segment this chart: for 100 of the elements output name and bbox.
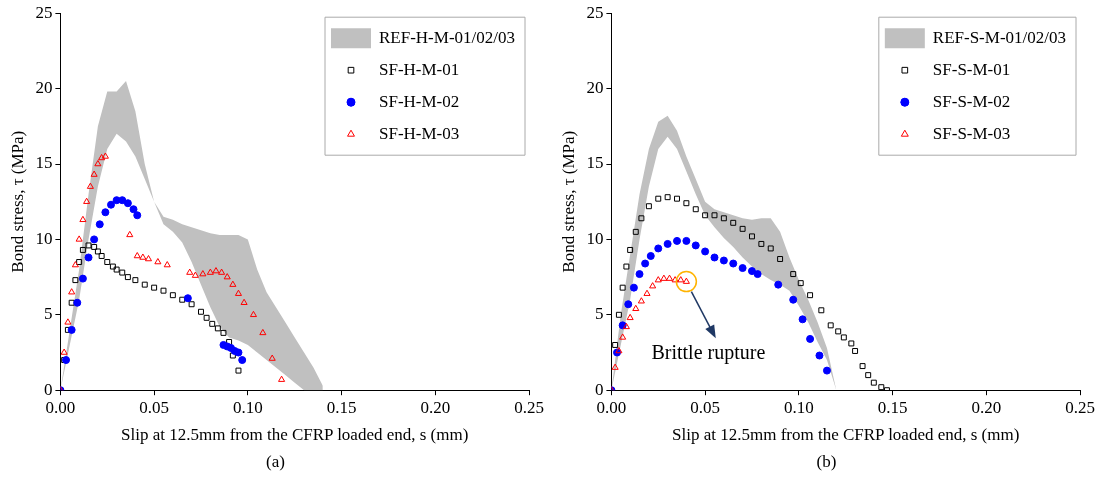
point	[638, 215, 645, 222]
point	[646, 251, 655, 260]
point	[739, 225, 746, 232]
point	[94, 160, 102, 167]
point	[133, 251, 141, 259]
point	[729, 259, 738, 268]
x-tick-label: 0.25	[514, 397, 544, 417]
point	[627, 246, 634, 253]
point	[641, 259, 650, 268]
point	[747, 267, 756, 276]
point	[129, 205, 138, 214]
point	[818, 307, 825, 314]
point	[160, 287, 167, 294]
legend-label: SF-S-M-02	[932, 91, 1011, 111]
point	[188, 301, 195, 308]
point	[663, 239, 672, 248]
point	[835, 328, 842, 335]
point	[179, 296, 186, 303]
point	[249, 310, 257, 318]
point	[85, 242, 92, 249]
x-axis-title: Slip at 12.5mm from the CFRP loaded end, s (mm)	[121, 425, 469, 445]
legend-label: REF-H-M-01/02/03	[379, 27, 515, 47]
point	[98, 153, 106, 161]
point	[645, 203, 652, 210]
x-tick-label: 0.00	[45, 397, 76, 417]
y-tick-label: 10	[35, 228, 53, 248]
point	[76, 259, 83, 265]
point	[68, 288, 76, 295]
point	[84, 253, 93, 262]
point	[113, 266, 120, 273]
legend-label: REF-S-M-01/02/03	[932, 27, 1067, 47]
point	[789, 295, 798, 304]
point	[626, 313, 634, 321]
point	[235, 367, 242, 374]
point	[79, 215, 87, 223]
point	[654, 244, 663, 253]
point	[214, 325, 221, 332]
point	[629, 283, 638, 292]
point	[649, 282, 657, 289]
point	[806, 334, 815, 343]
point	[822, 366, 831, 375]
point	[798, 315, 807, 324]
point	[229, 352, 236, 359]
x-tick-label: 0.15	[326, 397, 357, 417]
point	[671, 276, 679, 283]
point	[612, 341, 619, 348]
point	[632, 228, 639, 235]
point	[654, 276, 662, 283]
point	[91, 243, 98, 250]
point	[749, 233, 755, 240]
point	[701, 247, 710, 256]
point	[191, 271, 199, 278]
legend-label: SF-H-M-01	[379, 59, 460, 79]
point	[619, 333, 627, 340]
point	[878, 384, 885, 391]
point	[86, 182, 94, 189]
point	[268, 354, 276, 361]
point	[865, 372, 872, 379]
point	[83, 197, 91, 204]
point	[234, 348, 243, 357]
point	[790, 271, 797, 278]
y-axis-title: Bond stress, τ (MPa)	[7, 130, 27, 273]
x-tick-label: 0.05	[139, 397, 169, 417]
point	[123, 199, 132, 208]
legend-label: SF-H-M-02	[379, 91, 460, 111]
point	[107, 200, 116, 209]
point	[655, 195, 662, 202]
point	[711, 212, 718, 219]
point	[827, 322, 834, 329]
y-tick-label: 0	[43, 379, 53, 399]
point	[674, 195, 680, 202]
point	[753, 270, 762, 279]
point	[212, 267, 220, 274]
point	[643, 289, 651, 296]
point	[79, 246, 86, 253]
point	[223, 273, 231, 280]
text: (b)	[815, 451, 838, 473]
point	[104, 259, 111, 265]
x-tick-label: 0.10	[232, 397, 263, 417]
point	[198, 308, 204, 315]
point	[139, 253, 147, 260]
y-tick-label: 10	[586, 228, 604, 248]
point	[622, 322, 630, 330]
point	[677, 276, 685, 283]
point	[68, 299, 75, 306]
x-tick-label: 0.25	[1065, 397, 1095, 417]
y-tick-label: 15	[35, 153, 53, 173]
point	[71, 261, 79, 268]
point	[234, 289, 242, 296]
point	[90, 235, 99, 244]
point	[682, 236, 691, 245]
point	[124, 274, 131, 281]
point	[109, 263, 116, 270]
x-axis-title: Slip at 12.5mm from the CFRP loaded end, s (mm)	[672, 425, 1020, 445]
x-tick-label: 0.20	[420, 397, 451, 417]
y-tick-label: 5	[43, 304, 53, 324]
point	[611, 363, 619, 370]
y-tick-label: 25	[586, 2, 604, 22]
point	[144, 255, 153, 262]
point	[78, 274, 87, 283]
